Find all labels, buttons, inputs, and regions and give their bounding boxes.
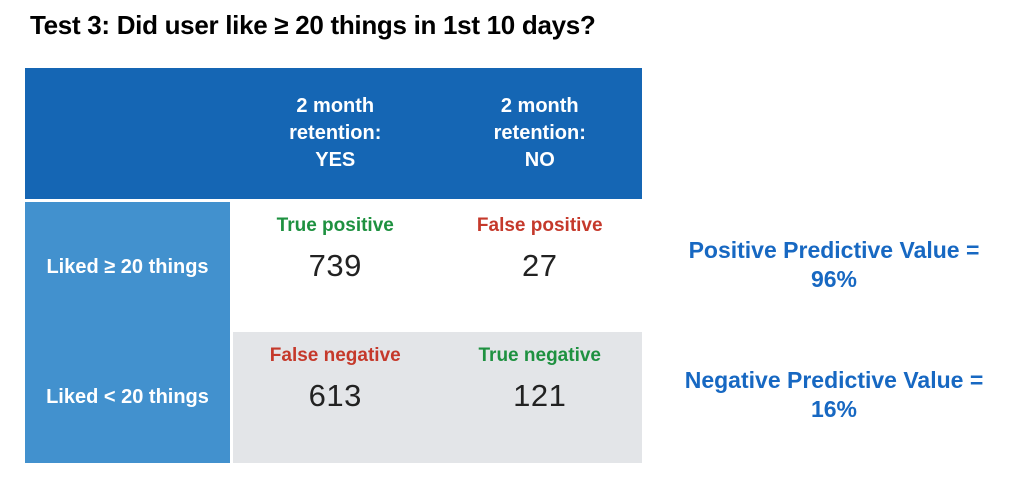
column-header-retention-yes: 2 month retention: YES [289, 95, 382, 171]
cell-label-false-negative: False negative [269, 345, 401, 366]
matrix-row-label-column: Liked ≥ 20 things Liked < 20 things [25, 202, 230, 463]
cell-label-true-positive: True positive [276, 215, 394, 236]
cell-label-false-positive: False positive [476, 215, 603, 236]
cell-label-true-negative: True negative [478, 345, 602, 366]
matrix-header-row: 2 month retention: YES 2 month retention… [25, 68, 642, 199]
row-header-liked-ge-20-things: Liked ≥ 20 things [46, 255, 209, 278]
matrix-row-positive: True positive 739 False positive 27 [233, 202, 642, 332]
matrix-row-negative: False negative 613 True negative 121 [233, 332, 642, 463]
negative-predictive-value-annotation: Negative Predictive Value = 16% [684, 367, 984, 422]
column-header-retention-no: 2 month retention: NO [493, 95, 586, 171]
cell-true-positive: True positive 739 [233, 202, 438, 332]
cell-value-false-positive: 27 [522, 248, 558, 283]
cell-value-true-positive: 739 [308, 248, 362, 283]
cell-value-false-negative: 613 [308, 378, 362, 413]
cell-false-positive: False positive 27 [438, 202, 643, 332]
page-title: Test 3: Did user like ≥ 20 things in 1st… [30, 10, 596, 40]
positive-predictive-value-annotation: Positive Predictive Value = 96% [688, 237, 980, 292]
matrix-corner-cell [25, 68, 233, 199]
cell-value-true-negative: 121 [513, 378, 567, 413]
cell-true-negative: True negative 121 [438, 332, 643, 463]
cell-false-negative: False negative 613 [233, 332, 438, 463]
row-header-liked-lt-20-things: Liked < 20 things [46, 386, 209, 409]
